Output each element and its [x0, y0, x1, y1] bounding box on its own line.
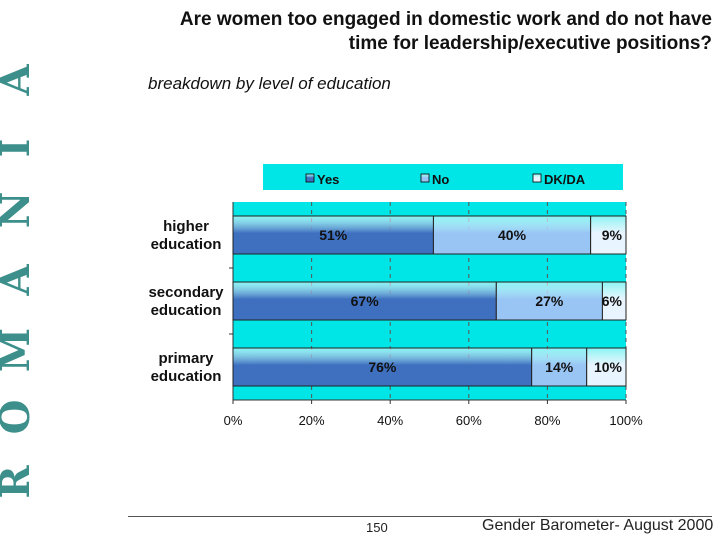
- bar-segment: [601, 281, 627, 321]
- data-label: 6%: [602, 293, 623, 309]
- vertical-brand-wordmark: R O M Â N I A: [0, 64, 39, 499]
- category-label: education: [151, 368, 222, 385]
- brand-letter: O: [0, 400, 39, 435]
- legend-box: [263, 164, 623, 190]
- bar-segment: [590, 215, 627, 255]
- page-subtitle: breakdown by level of education: [148, 74, 391, 93]
- x-tick-label: 100%: [609, 413, 643, 428]
- page-title: Are women too engaged in domestic work a…: [92, 8, 712, 56]
- brand-letter: Â: [0, 264, 39, 297]
- category-label: education: [151, 236, 222, 253]
- data-label: 14%: [545, 359, 574, 375]
- page-number: 150: [366, 520, 388, 535]
- title-line-1: Are women too engaged in domestic work a…: [179, 9, 712, 30]
- category-label: secondary: [148, 284, 224, 301]
- brand-letter: M: [0, 328, 39, 372]
- legend-swatch-2: [420, 173, 430, 183]
- legend-label-2: No: [432, 172, 449, 187]
- brand-letter: N: [0, 192, 39, 229]
- x-tick-label: 20%: [299, 413, 325, 428]
- data-label: 51%: [319, 227, 348, 243]
- legend-swatch-3: [532, 173, 542, 183]
- bar-segment: [531, 347, 588, 387]
- legend-swatch-1: [305, 173, 315, 183]
- footer-divider: [128, 516, 712, 517]
- brand-letter: R: [0, 465, 39, 499]
- data-label: 10%: [594, 359, 623, 375]
- bar-segment: [232, 347, 533, 387]
- brand-letter: A: [0, 64, 39, 97]
- title-line-2: time for leadership/executive positions?: [348, 33, 712, 54]
- data-label: 76%: [368, 359, 397, 375]
- footer-source: Gender Barometer- August 2000: [482, 517, 714, 534]
- x-tick-label: 40%: [377, 413, 403, 428]
- x-tick-label: 80%: [534, 413, 560, 428]
- data-label: 67%: [351, 293, 380, 309]
- x-tick-label: 0%: [224, 413, 243, 428]
- category-label: primary: [158, 350, 214, 367]
- brand-letter: I: [0, 139, 39, 158]
- data-label: 9%: [602, 227, 623, 243]
- bar-segment: [586, 347, 627, 387]
- legend-label-1: Yes: [317, 172, 339, 187]
- legend-label-3: DK/DA: [544, 172, 586, 187]
- bar-segment: [232, 281, 497, 321]
- x-tick-label: 60%: [456, 413, 482, 428]
- category-label: higher: [163, 218, 209, 235]
- data-label: 40%: [498, 227, 527, 243]
- category-label: education: [151, 302, 222, 319]
- data-label: 27%: [535, 293, 564, 309]
- bar-segment: [432, 215, 592, 255]
